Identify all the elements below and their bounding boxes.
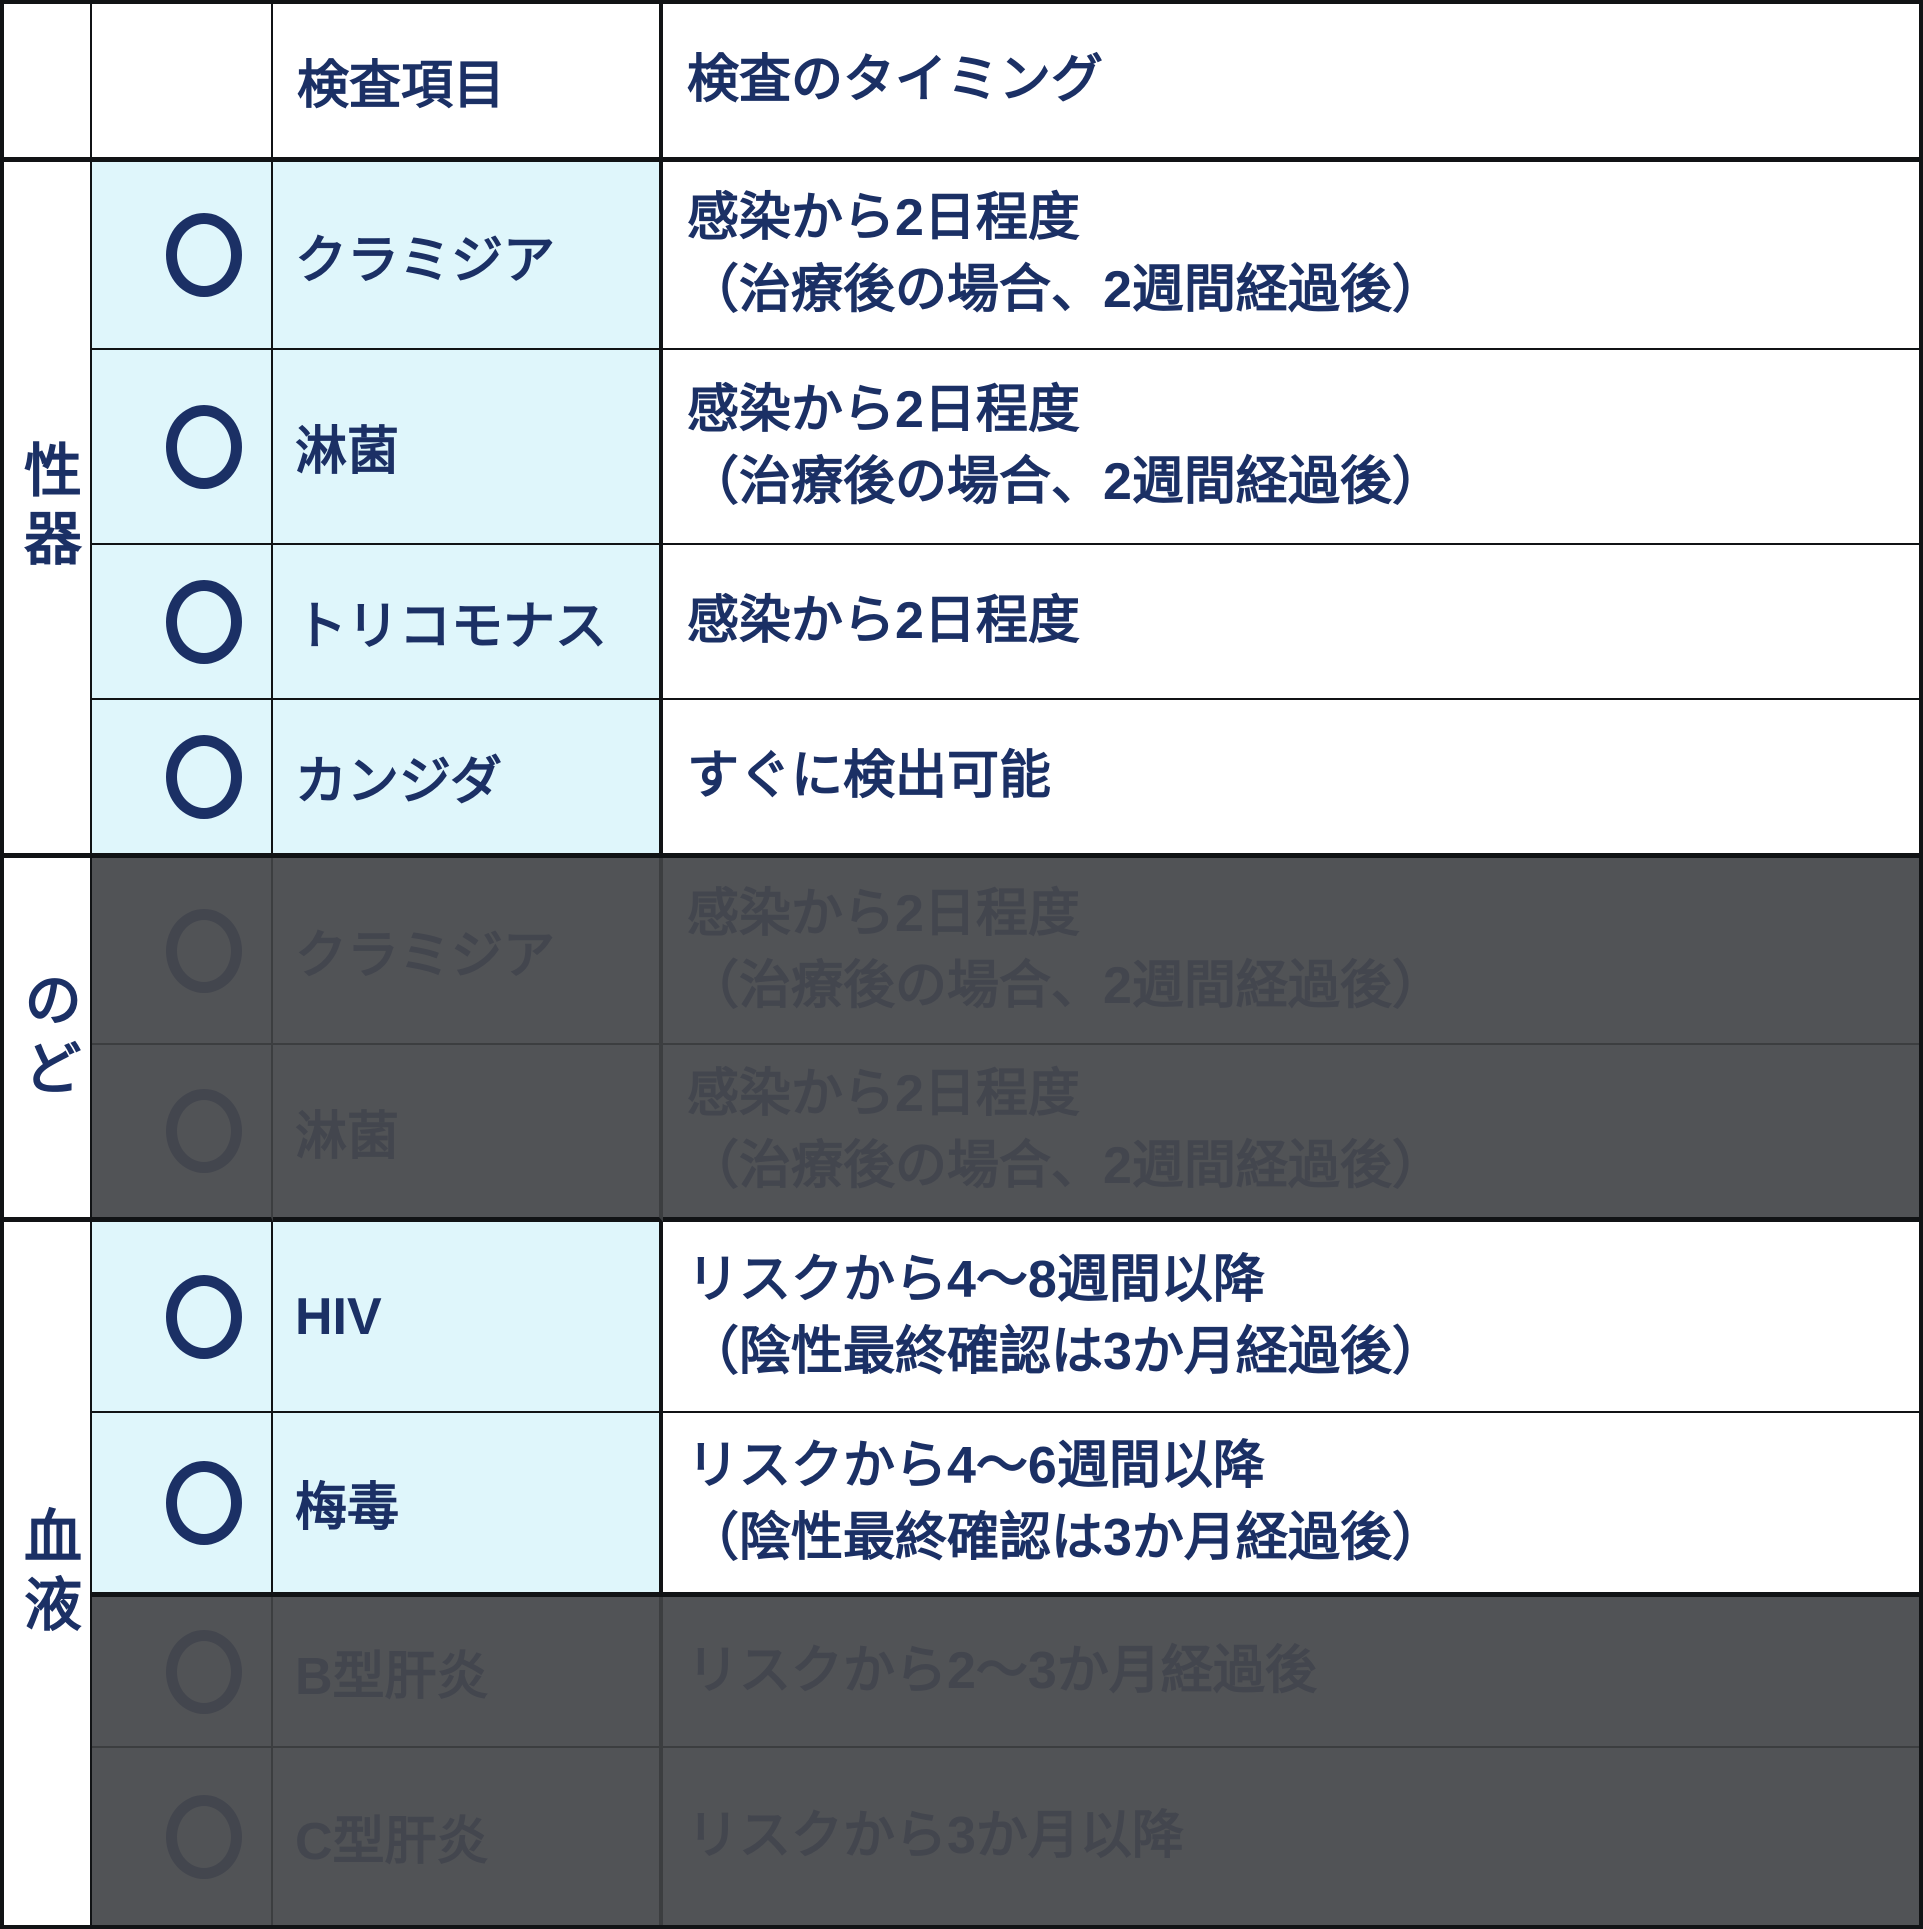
availability-cell bbox=[92, 162, 273, 350]
availability-circle-icon bbox=[165, 734, 242, 819]
availability-cell-dimmed bbox=[92, 1748, 273, 1925]
timing-cell: 感染から2日程度 （治療後の場合、2週間経過後） bbox=[663, 162, 1919, 350]
availability-cell bbox=[92, 1222, 273, 1413]
availability-circle-icon bbox=[165, 1089, 242, 1173]
test-item-cell: カンジダ bbox=[273, 700, 663, 858]
header-test-timing: 検査のタイミング bbox=[663, 4, 1919, 162]
availability-circle-icon bbox=[165, 1794, 242, 1879]
availability-cell-dimmed bbox=[92, 1045, 273, 1222]
test-item-cell-dimmed: B型肝炎 bbox=[273, 1597, 663, 1748]
availability-cell bbox=[92, 700, 273, 858]
availability-circle-icon bbox=[165, 908, 242, 993]
test-item-cell: クラミジア bbox=[273, 162, 663, 350]
availability-circle-icon bbox=[165, 1274, 242, 1359]
test-item-cell: トリコモナス bbox=[273, 545, 663, 700]
availability-cell bbox=[92, 1413, 273, 1597]
timing-cell: リスクから4～6週間以降 （陰性最終確認は3か月経過後） bbox=[663, 1413, 1919, 1597]
availability-circle-icon bbox=[165, 1629, 242, 1714]
header-mark-cell bbox=[92, 4, 273, 162]
timing-cell: 感染から2日程度 bbox=[663, 545, 1919, 700]
timing-cell-dimmed: 感染から2日程度 （治療後の場合、2週間経過後） bbox=[663, 858, 1919, 1045]
availability-cell bbox=[92, 545, 273, 700]
test-item-cell: 梅毒 bbox=[273, 1413, 663, 1597]
test-item-cell: 淋菌 bbox=[273, 350, 663, 545]
test-item-cell-dimmed: クラミジア bbox=[273, 858, 663, 1045]
group-label-genital: 性器 bbox=[4, 162, 92, 858]
timing-cell: リスクから4～8週間以降 （陰性最終確認は3か月経過後） bbox=[663, 1222, 1919, 1413]
test-item-cell-dimmed: 淋菌 bbox=[273, 1045, 663, 1222]
availability-circle-icon bbox=[165, 579, 242, 664]
availability-circle-icon bbox=[165, 404, 242, 489]
test-item-cell-dimmed: C型肝炎 bbox=[273, 1748, 663, 1925]
timing-cell: すぐに検出可能 bbox=[663, 700, 1919, 858]
availability-cell bbox=[92, 350, 273, 545]
availability-circle-icon bbox=[165, 1460, 242, 1545]
group-label-throat: のど bbox=[4, 858, 92, 1222]
test-item-cell: HIV bbox=[273, 1222, 663, 1413]
availability-circle-icon bbox=[165, 213, 242, 297]
timing-cell: 感染から2日程度 （治療後の場合、2週間経過後） bbox=[663, 350, 1919, 545]
header-group-cell bbox=[4, 4, 92, 162]
timing-cell-dimmed: 感染から2日程度 （治療後の場合、2週間経過後） bbox=[663, 1045, 1919, 1222]
header-test-item: 検査項目 bbox=[273, 4, 663, 162]
availability-cell-dimmed bbox=[92, 858, 273, 1045]
timing-cell-dimmed: リスクから3か月以降 bbox=[663, 1748, 1919, 1925]
group-label-blood: 血液 bbox=[4, 1222, 92, 1925]
availability-cell-dimmed bbox=[92, 1597, 273, 1748]
timing-cell-dimmed: リスクから2～3か月経過後 bbox=[663, 1597, 1919, 1748]
